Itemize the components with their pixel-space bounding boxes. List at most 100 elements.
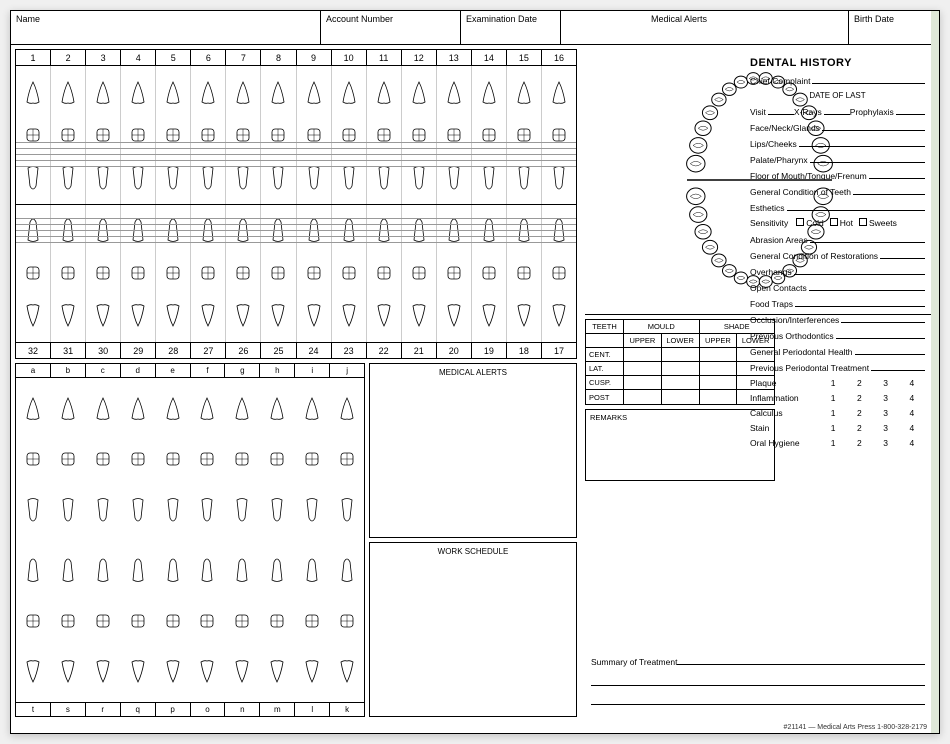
mould-cell[interactable] [624, 348, 662, 362]
mould-cell[interactable] [662, 362, 700, 376]
tooth-column [120, 540, 155, 702]
scale-num[interactable]: 3 [883, 393, 888, 403]
cb-cold[interactable] [796, 218, 804, 226]
scale-num[interactable]: 1 [831, 438, 836, 448]
scale-num[interactable]: 2 [857, 408, 862, 418]
scale-num[interactable]: 2 [857, 393, 862, 403]
scale-num[interactable]: 2 [857, 438, 862, 448]
scale-num[interactable]: 1 [831, 378, 836, 388]
hist-fill[interactable] [799, 138, 925, 147]
scale-num[interactable]: 4 [910, 423, 915, 433]
tooth-number-cell: 18 [507, 342, 542, 358]
tooth-number-cell: t [16, 702, 51, 716]
scale-num[interactable]: 4 [910, 378, 915, 388]
hist-fill[interactable] [836, 330, 925, 339]
tooth-number-cell: 29 [121, 342, 156, 358]
scale-num[interactable]: 3 [883, 408, 888, 418]
tooth-number-cell: 32 [16, 342, 51, 358]
hist-fill[interactable] [853, 186, 925, 195]
tooth-column [51, 66, 86, 204]
tooth-number-cell: 27 [191, 342, 226, 358]
mould-th-mould: MOULD [624, 320, 700, 334]
hist-fill[interactable] [871, 362, 925, 371]
summary-fill-2[interactable] [591, 677, 925, 686]
tooth-column [261, 205, 296, 343]
tooth-number-cell: 28 [156, 342, 191, 358]
hist-label: Lips/Cheeks [750, 139, 797, 149]
visit-fill[interactable] [768, 106, 794, 115]
scale-label: Plaque [750, 378, 820, 388]
tooth-column [120, 378, 155, 540]
tooth-column [226, 66, 261, 204]
hist-fill[interactable] [795, 298, 925, 307]
mould-cell[interactable] [624, 376, 662, 390]
tooth-number-cell: 2 [51, 50, 86, 66]
chief-fill[interactable] [812, 75, 925, 84]
tooth-column [297, 205, 332, 343]
tooth-number-cell: 8 [261, 50, 296, 66]
scale-label: Inflammation [750, 393, 820, 403]
mould-cell[interactable] [624, 362, 662, 376]
tooth-number-cell: g [225, 364, 260, 378]
hist-fill[interactable] [869, 170, 925, 179]
medical-alerts-box: MEDICAL ALERTS [369, 363, 577, 538]
tooth-number-cell: l [295, 702, 330, 716]
tooth-number-cell: 12 [402, 50, 437, 66]
hist-fill[interactable] [809, 282, 925, 291]
tooth-column [121, 205, 156, 343]
hdr-account: Account Number [321, 11, 461, 44]
scale-num[interactable]: 3 [883, 378, 888, 388]
tooth-column [86, 540, 121, 702]
hist-fill[interactable] [787, 202, 926, 211]
scale-num[interactable]: 4 [910, 438, 915, 448]
scale-num[interactable]: 2 [857, 378, 862, 388]
scale-num[interactable]: 2 [857, 423, 862, 433]
date-of-last: DATE OF LAST [750, 91, 925, 100]
summary-fill-1[interactable] [677, 656, 925, 665]
tooth-number-cell: 14 [472, 50, 507, 66]
hist-label: Overhangs [750, 267, 792, 277]
mould-cell[interactable] [700, 376, 738, 390]
cb-sweets[interactable] [859, 218, 867, 226]
hist-fill[interactable] [822, 122, 925, 131]
hist-fill[interactable] [855, 346, 925, 355]
proph-fill[interactable] [896, 106, 925, 115]
scale-num[interactable]: 1 [831, 423, 836, 433]
hist-fill[interactable] [794, 266, 925, 275]
tooth-column [260, 378, 295, 540]
tooth-number-cell: 22 [367, 342, 402, 358]
mould-cell[interactable] [662, 376, 700, 390]
mid-right-left: TEETH MOULD SHADE UPPER LOWER UPPER LOWE… [585, 315, 775, 481]
scale-num[interactable]: 1 [831, 393, 836, 403]
scale-num[interactable]: 3 [883, 423, 888, 433]
hist-fill[interactable] [841, 314, 925, 323]
tooth-column [191, 205, 226, 343]
hist-label: Face/Neck/Glands [750, 123, 820, 133]
cb-hot[interactable] [830, 218, 838, 226]
tooth-column [294, 540, 329, 702]
summary-fill-3[interactable] [591, 696, 925, 705]
tooth-column [329, 540, 364, 702]
mould-cell[interactable] [662, 348, 700, 362]
tooth-column [297, 66, 332, 204]
mould-shade-table: TEETH MOULD SHADE UPPER LOWER UPPER LOWE… [585, 319, 775, 405]
scale-num[interactable]: 3 [883, 438, 888, 448]
tooth-column [472, 66, 507, 204]
dental-history-panel: DENTAL HISTORY Chief Complaint DATE OF L… [750, 57, 925, 453]
mould-cell[interactable] [700, 362, 738, 376]
mould-cell[interactable] [700, 390, 738, 404]
scale-num[interactable]: 4 [910, 408, 915, 418]
tooth-column [16, 66, 51, 204]
hist-fill[interactable] [810, 234, 925, 243]
tooth-number-cell: 16 [542, 50, 576, 66]
mould-cell[interactable] [624, 390, 662, 404]
xrays-fill[interactable] [824, 106, 850, 115]
scale-num[interactable]: 4 [910, 393, 915, 403]
tooth-column [155, 540, 190, 702]
hdr-exam: Examination Date [461, 11, 561, 44]
hist-fill[interactable] [810, 154, 925, 163]
hist-fill[interactable] [880, 250, 925, 259]
mould-cell[interactable] [662, 390, 700, 404]
mould-cell[interactable] [700, 348, 738, 362]
scale-num[interactable]: 1 [831, 408, 836, 418]
